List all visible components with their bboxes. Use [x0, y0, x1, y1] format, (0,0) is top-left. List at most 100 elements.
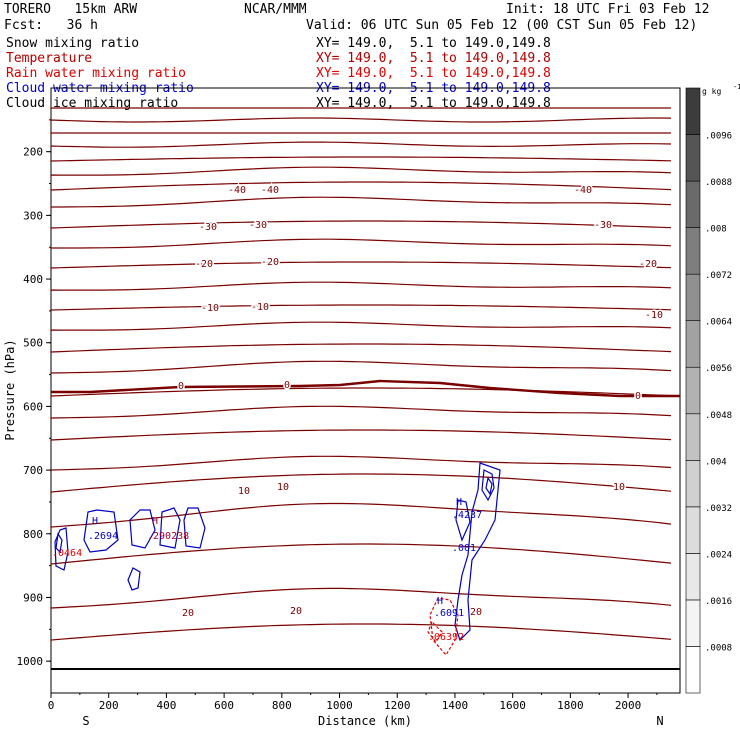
- isotherm-label: -20: [195, 259, 213, 270]
- org-label: NCAR/MMM: [244, 2, 307, 17]
- isotherm-line: [50, 321, 672, 332]
- isotherm-line: [50, 141, 672, 148]
- x-tick-label: 1000: [326, 699, 353, 712]
- isotherm-label: 20: [182, 608, 194, 619]
- isotherm-label: -30: [249, 220, 267, 231]
- cloud-water-contour: [83, 509, 119, 553]
- isotherm-line: [50, 166, 672, 177]
- isotherm-line: [50, 473, 672, 494]
- isotherm-label: 20: [470, 607, 482, 618]
- colorbar-tick-label: .0016: [705, 597, 732, 607]
- colorbar-segment: [685, 320, 701, 368]
- forecast-hour: Fcst: 36 h: [4, 18, 98, 33]
- isotherm-label: -20: [261, 257, 279, 268]
- isotherm-line: [50, 261, 672, 270]
- colorbar-segment: [685, 460, 701, 508]
- isotherm-label: -10: [645, 310, 663, 321]
- colorbar-tick-label: .0056: [705, 364, 732, 374]
- colorbar-tick-label: .0048: [705, 411, 732, 421]
- cloud-water-contour: [455, 499, 471, 542]
- colorbar-segment: [685, 506, 701, 554]
- isotherm-group: [50, 107, 672, 642]
- y-tick-label: 500: [23, 337, 43, 350]
- x-tick-label: 200: [99, 699, 119, 712]
- extremum-label: .6091: [434, 608, 464, 619]
- isotherm-label: -10: [251, 302, 269, 313]
- colorbar-tick-label: .0072: [705, 271, 732, 281]
- x-tick-label: 800: [272, 699, 292, 712]
- isotherm-label: 0: [284, 380, 290, 391]
- isotherm-line: [50, 220, 672, 230]
- colorbar-segment: [685, 134, 701, 182]
- isotherm-line: [50, 281, 672, 292]
- isotherm-line: [50, 360, 672, 375]
- isotherm-label: 20: [290, 606, 302, 617]
- x-tick-label: 1800: [557, 699, 584, 712]
- extremum-label: H: [456, 497, 462, 508]
- isotherm-line: [50, 405, 672, 420]
- x-tick-label: 400: [156, 699, 176, 712]
- colorbar-tick-label: .0024: [705, 550, 732, 560]
- isotherm-line: [50, 502, 672, 529]
- y-tick-label: 200: [23, 146, 43, 159]
- y-tick-label: 600: [23, 400, 43, 413]
- extremum-label: H: [152, 516, 158, 527]
- isotherm-line: [50, 304, 672, 312]
- isotherm-line: [50, 181, 672, 192]
- field-xy-range: XY= 149.0, 5.1 to 149.0,149.8: [316, 66, 551, 81]
- cloud-water-contours: [54, 462, 501, 642]
- cloud-water-contour: [183, 507, 206, 549]
- isotherm-label: 10: [277, 482, 289, 493]
- x-tick-label: 1400: [442, 699, 469, 712]
- isotherm-label: -20: [639, 259, 657, 270]
- colorbar-segment: [685, 87, 701, 135]
- cloud-water-contour: [55, 532, 63, 554]
- isotherm-line: [50, 107, 671, 110]
- isotherm-label: -40: [261, 185, 279, 196]
- zero-isotherm: [51, 379, 680, 398]
- extremum-label: .0464: [52, 548, 82, 559]
- field-xy-range: XY= 149.0, 5.1 to 149.0,149.8: [316, 96, 551, 111]
- isotherm-line: [50, 623, 672, 642]
- colorbar-segment: [685, 553, 701, 601]
- x-end-label-right: N: [656, 714, 663, 728]
- colorbar-units: g kg: [702, 87, 721, 96]
- y-tick-label: 900: [23, 591, 43, 604]
- field-name: Cloud ice mixing ratio: [6, 96, 179, 111]
- isotherm-line: [50, 238, 672, 250]
- extremum-label: H: [92, 516, 98, 527]
- colorbar-tick-label: .0032: [705, 504, 732, 514]
- isotherm-line: [50, 543, 672, 566]
- field-xy-range: XY= 149.0, 5.1 to 149.0,149.8: [316, 51, 551, 66]
- colorbar-units-exponent: -1: [733, 83, 740, 91]
- x-end-label-left: S: [82, 714, 89, 728]
- isotherm-line: [50, 132, 671, 135]
- isotherm-line: [50, 117, 672, 123]
- x-tick-label: 1200: [384, 699, 411, 712]
- isotherm-label: 0: [178, 381, 184, 392]
- colorbar-tick-label: .0008: [705, 643, 732, 653]
- colorbar-segment: [685, 180, 701, 228]
- extremum-label: .06392: [428, 632, 464, 643]
- plot-frame: [50, 87, 681, 694]
- x-axis-title: Distance (km): [318, 714, 412, 728]
- isotherm-label: -40: [574, 185, 592, 196]
- colorbar-segment: [685, 273, 701, 321]
- isotherm-line: [50, 343, 672, 354]
- y-tick-label: 300: [23, 209, 43, 222]
- cloud-water-contour: [485, 476, 493, 496]
- x-tick-label: 600: [214, 699, 234, 712]
- init-time: Init: 18 UTC Fri 03 Feb 12: [506, 2, 710, 17]
- colorbar-tick-label: .0088: [705, 178, 732, 188]
- x-tick-label: 2000: [615, 699, 642, 712]
- isotherm-label: -30: [199, 222, 217, 233]
- field-name: Snow mixing ratio: [6, 36, 140, 51]
- field-xy-range: XY= 149.0, 5.1 to 149.0,149.8: [316, 36, 551, 51]
- isotherm-label: 10: [613, 482, 625, 493]
- rain-water-contour: [429, 597, 459, 657]
- isotherm-label: 0: [635, 391, 641, 402]
- cloud-water-contour: [454, 462, 501, 642]
- y-axis-title: Pressure (hPa): [3, 339, 17, 440]
- field-name: Rain water mixing ratio: [6, 66, 187, 81]
